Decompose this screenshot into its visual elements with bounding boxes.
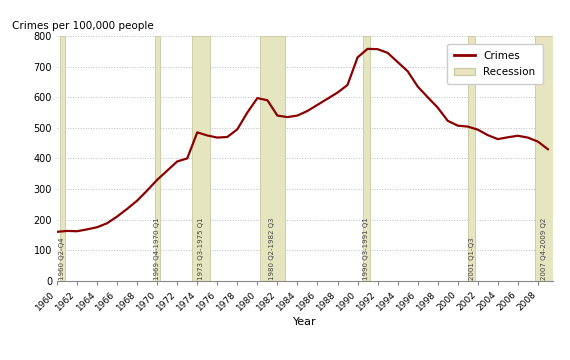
- Bar: [260, 36, 285, 281]
- Text: 1980 Q2-1982 Q3: 1980 Q2-1982 Q3: [270, 217, 275, 280]
- Bar: [468, 36, 475, 281]
- Text: 1990 Q3-1991 Q1: 1990 Q3-1991 Q1: [363, 217, 369, 280]
- Text: 2001 Q1-Q3: 2001 Q1-Q3: [469, 237, 474, 280]
- X-axis label: Year: Year: [293, 317, 317, 327]
- Bar: [192, 36, 210, 281]
- Text: 2007 Q4-2009 Q2: 2007 Q4-2009 Q2: [541, 218, 547, 280]
- Bar: [363, 36, 370, 281]
- Text: 1969 Q4-1970 Q1: 1969 Q4-1970 Q1: [154, 217, 160, 280]
- Bar: [154, 36, 160, 281]
- Text: 1973 Q3-1975 Q1: 1973 Q3-1975 Q1: [198, 217, 204, 280]
- Text: Crimes per 100,000 people: Crimes per 100,000 people: [13, 21, 154, 31]
- Bar: [535, 36, 553, 281]
- Bar: [59, 36, 66, 281]
- Text: 1960 Q2-Q4: 1960 Q2-Q4: [59, 237, 66, 280]
- Legend: Crimes, Recession: Crimes, Recession: [447, 44, 543, 85]
